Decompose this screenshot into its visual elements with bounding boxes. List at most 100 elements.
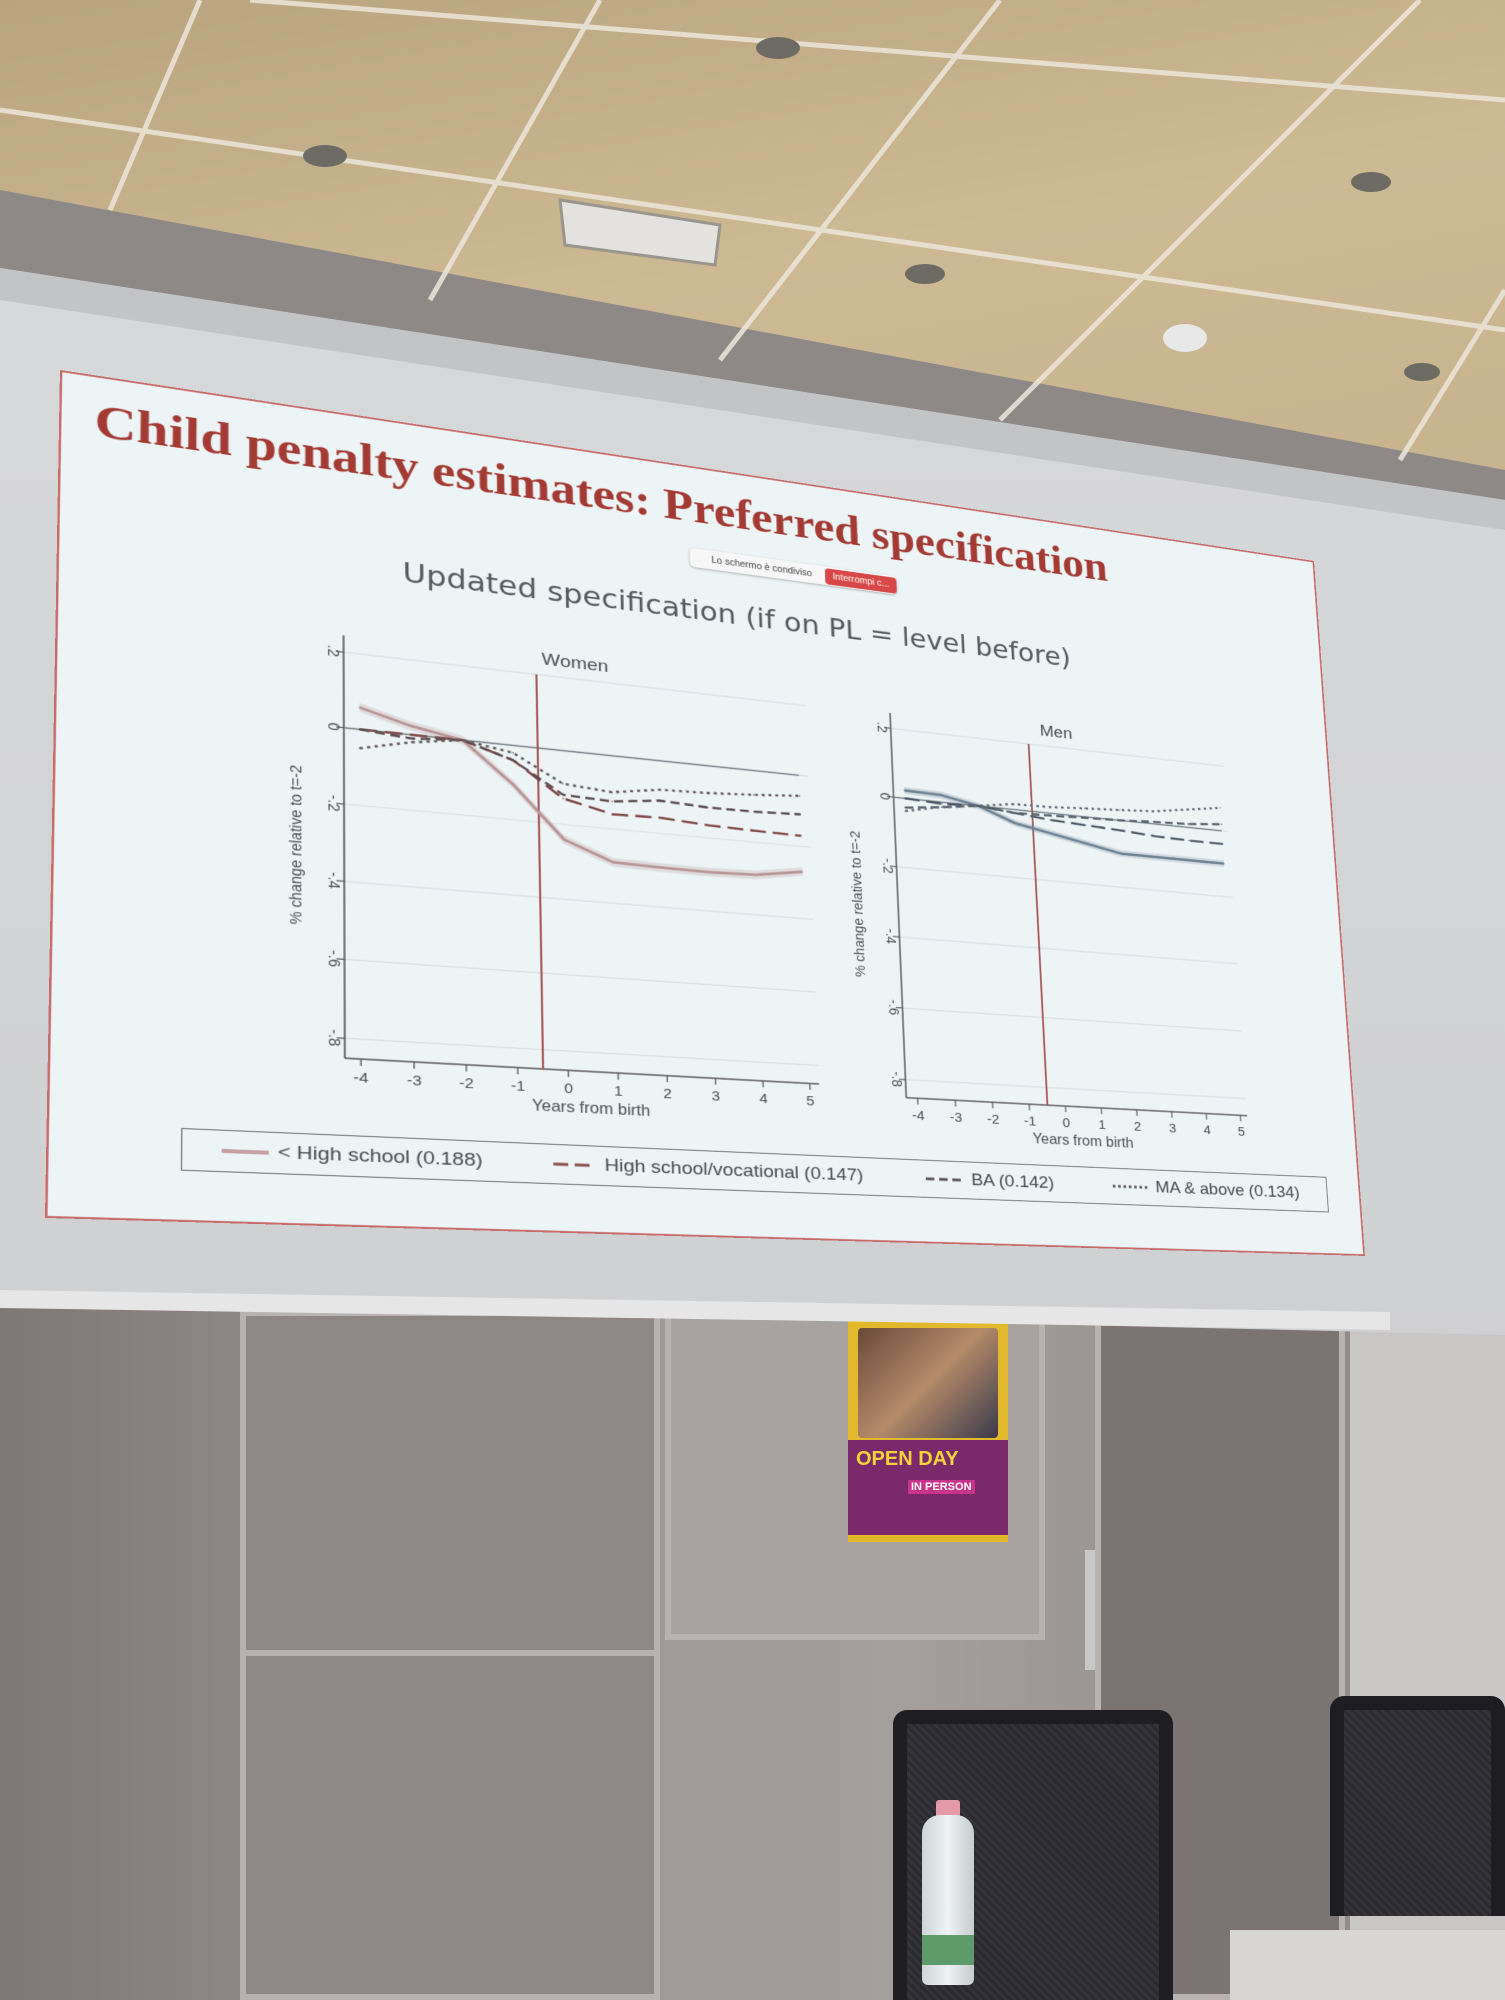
x-tick-label: 5 (1237, 1124, 1245, 1139)
x-tick-label: 1 (614, 1083, 623, 1099)
x-tick-label: 3 (1169, 1121, 1177, 1136)
data-point (512, 751, 514, 754)
y-tick-label: -.8 (325, 1029, 344, 1047)
y-tick-label: .2 (874, 721, 890, 734)
data-point (1187, 823, 1189, 825)
series-line-long-dash (360, 729, 801, 836)
x-tick-label: -3 (949, 1110, 962, 1126)
birth-reference-line (536, 674, 543, 1069)
data-point (1219, 807, 1221, 809)
chair (1330, 1696, 1505, 1916)
y-tick-label: -.4 (882, 928, 899, 945)
birth-reference-line (1029, 744, 1048, 1105)
data-point (1188, 839, 1190, 842)
door-handle (1085, 1550, 1095, 1670)
smoke-detector-icon (1163, 324, 1207, 352)
y-axis (890, 713, 906, 1098)
light-icon (303, 145, 347, 167)
y-tick-label: -.2 (880, 858, 896, 875)
x-tick-label: 3 (712, 1088, 721, 1104)
poster-photo (858, 1328, 998, 1438)
projector-icon (558, 198, 722, 267)
x-tick-label: -4 (912, 1108, 925, 1124)
y-tick-label: -.2 (324, 794, 343, 812)
data-point (752, 794, 755, 796)
gridline (902, 1008, 1241, 1031)
chair-mesh (1344, 1710, 1491, 1916)
x-tick-label: -4 (353, 1069, 368, 1086)
data-point (1220, 823, 1223, 825)
legend-item: < High school (0.188) (221, 1140, 483, 1172)
ceiling-lights (303, 37, 1440, 381)
ceiling-beam (1397, 288, 1505, 462)
ceiling-beam (718, 0, 1002, 362)
x-tick-label: -1 (1024, 1113, 1037, 1128)
ceiling-beam (107, 0, 203, 211)
y-axis (344, 635, 345, 1058)
legend-label: High school/vocational (0.147) (604, 1155, 864, 1186)
open-day-poster: OPEN DAY IN PERSON (848, 1320, 1008, 1542)
y-tick-label: 0 (877, 792, 893, 801)
y-tick-label: 0 (324, 722, 343, 732)
x-tick-label: -2 (459, 1075, 474, 1092)
x-tick-label: 5 (806, 1093, 815, 1109)
legend-item: MA & above (0.134) (1113, 1176, 1301, 1202)
y-tick-label: -.6 (885, 999, 902, 1016)
x-tick-label: 1 (1098, 1117, 1106, 1132)
ceiling-beam (427, 0, 603, 302)
ceiling-grid (0, 0, 1505, 462)
x-tick-label: 4 (759, 1091, 768, 1107)
ceiling-beam (0, 107, 1505, 333)
data-point (798, 795, 801, 797)
table (1230, 1930, 1505, 2000)
light-icon (905, 264, 945, 284)
light-icon (756, 37, 800, 59)
legend-swatch-dot (1113, 1183, 1149, 1191)
gridline (344, 881, 813, 919)
gridline (905, 1080, 1246, 1099)
gridline (345, 959, 816, 992)
series-line-dash (360, 729, 801, 819)
zero-reference-line (894, 797, 1222, 831)
projected-slide: Child penalty estimates: Preferred speci… (44, 370, 1365, 1256)
x-tick-label: -1 (511, 1078, 526, 1095)
y-axis-title: % change relative to t=-2 (847, 830, 869, 978)
y-tick-label: .2 (324, 644, 343, 658)
x-tick-label: 0 (564, 1080, 573, 1096)
panel-title: Men (1039, 722, 1072, 743)
series-line-dot (360, 729, 801, 811)
x-axis-title: Years from birth (1032, 1131, 1134, 1151)
x-tick-label: -2 (987, 1112, 1000, 1128)
chart-panel-men: .2 0 -.2 -.4 -.6 -.8 -4 -3 -2 -1 0 1 2 3 4 5 Years from … (847, 699, 1250, 1151)
legend-item: High school/vocational (0.147) (553, 1153, 864, 1186)
legend-swatch-solid (221, 1147, 268, 1157)
poster-headline: OPEN DAY (856, 1448, 959, 1470)
data-point (611, 800, 613, 803)
x-axis-title: Years from birth (532, 1097, 651, 1120)
x-tick-label: 4 (1203, 1123, 1211, 1138)
legend-label: < High school (0.188) (277, 1142, 483, 1171)
data-point (1118, 809, 1121, 811)
x-tick-label: -3 (407, 1072, 422, 1089)
series-line-dot (904, 774, 1223, 843)
x-tick-label: 0 (1062, 1115, 1070, 1130)
legend-item: BA (0.142) (926, 1169, 1055, 1194)
x-tick-label: 2 (663, 1086, 672, 1102)
x-tick-label: 2 (1134, 1119, 1142, 1134)
data-point (562, 797, 565, 800)
legend-label: BA (0.142) (970, 1170, 1055, 1193)
light-icon (1404, 363, 1440, 381)
gridline (897, 867, 1233, 898)
data-point (941, 803, 943, 805)
panel-title: Women (542, 650, 609, 676)
door-panel (240, 1650, 660, 2000)
legend-swatch-dash (926, 1175, 964, 1184)
y-tick-label: -.4 (324, 871, 343, 889)
poster-badge: IN PERSON (908, 1480, 975, 1494)
charts-svg: .2 0 -.2 -.4 -.6 -.8 -4 -3 -2 -1 0 1 2 3 4 5 Years from … (286, 370, 1365, 1151)
legend-label: MA & above (0.134) (1155, 1178, 1301, 1203)
y-tick-label: -.8 (888, 1071, 905, 1088)
gridline (899, 937, 1237, 964)
data-point (1083, 807, 1086, 810)
bottle-label (922, 1935, 974, 1965)
